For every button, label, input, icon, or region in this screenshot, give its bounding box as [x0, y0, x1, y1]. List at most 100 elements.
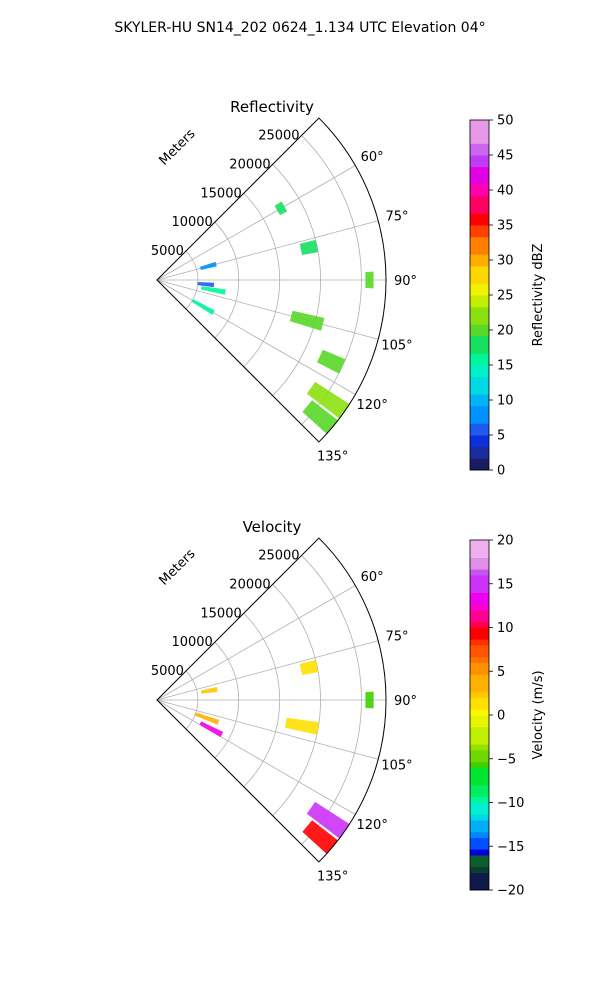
colorbar-segment	[470, 738, 489, 745]
colorbar-segment	[470, 709, 489, 716]
angle-tick-label: 60°	[361, 150, 384, 165]
colorbar-segment	[470, 820, 489, 827]
radar-echo	[299, 239, 319, 255]
colorbar-segment	[470, 604, 489, 611]
radar-echo	[289, 310, 325, 331]
range-tick-label: 25000	[258, 128, 299, 143]
colorbar-segment	[470, 458, 489, 465]
colorbar-segment	[470, 423, 489, 430]
colorbar-segment	[470, 446, 489, 453]
colorbar-segment	[470, 656, 489, 663]
angle-tick-label: 120°	[357, 398, 388, 413]
range-axis-label: Meters	[157, 546, 199, 588]
colorbar-segment	[470, 143, 489, 150]
colorbar-segment	[470, 341, 489, 348]
colorbar-segment	[470, 668, 489, 675]
colorbar-segment	[470, 388, 489, 395]
colorbar-segment	[470, 650, 489, 658]
colorbar-segment	[470, 452, 489, 459]
colorbar-segment	[470, 790, 489, 798]
colorbar-segment	[470, 242, 489, 249]
colorbar-tick-label: 0	[497, 464, 505, 479]
colorbar-segment	[470, 884, 489, 891]
colorbar-tick-label: 50	[497, 114, 514, 129]
radar-echo	[199, 721, 224, 738]
colorbar-segment	[470, 860, 489, 868]
colorbar-segment	[470, 569, 489, 576]
colorbar-segment	[470, 802, 489, 809]
radar-echo	[200, 286, 226, 295]
colorbar-segment	[470, 125, 489, 133]
panel-title: Reflectivity	[230, 98, 314, 116]
angle-tick-label: 75°	[385, 630, 408, 645]
colorbar-segment	[470, 843, 489, 850]
colorbar-segment	[470, 306, 489, 313]
colorbar-segment	[470, 213, 489, 220]
colorbar-tick-label: 15	[497, 577, 514, 592]
colorbar-segment	[470, 137, 489, 144]
colorbar-segment	[470, 855, 489, 862]
colorbar-segment	[470, 295, 489, 302]
colorbar-segment	[470, 814, 489, 821]
colorbar-segment	[470, 283, 489, 290]
radar-echo	[199, 261, 217, 271]
azimuth-spoke	[156, 165, 356, 281]
colorbar-segment	[470, 674, 489, 681]
colorbar-segment	[470, 365, 489, 372]
figure-suptitle: SKYLER-HU SN14_202 0624_1.134 UTC Elevat…	[114, 20, 485, 36]
colorbar-segment	[470, 849, 489, 856]
radar-echo	[365, 271, 374, 289]
colorbar-segment	[470, 592, 489, 599]
colorbar-segment	[470, 429, 489, 436]
colorbar-segment	[470, 160, 489, 168]
colorbar-segment	[470, 260, 489, 267]
colorbar-tick-label: 35	[497, 219, 514, 234]
radar-echo	[299, 659, 319, 675]
azimuth-spoke	[156, 220, 379, 281]
colorbar-segment	[470, 680, 489, 687]
colorbar-segment	[470, 417, 489, 424]
colorbar-segment	[470, 131, 489, 138]
colorbar-tick-label: 30	[497, 254, 514, 269]
angle-tick-label: 135°	[317, 450, 348, 465]
colorbar-tick-label: 0	[497, 709, 505, 724]
colorbar-segment	[470, 166, 489, 173]
colorbar-tick-label: −5	[497, 752, 516, 767]
angle-tick-label: 135°	[317, 870, 348, 885]
colorbar-segment	[470, 750, 489, 757]
angle-tick-label: 90°	[394, 274, 417, 289]
colorbar-segment	[470, 405, 489, 413]
range-tick-label: 20000	[229, 157, 270, 172]
colorbar-segment	[470, 300, 489, 308]
colorbar-segment	[470, 557, 489, 564]
colorbar-segment	[470, 808, 489, 815]
colorbar-segment	[470, 785, 489, 792]
colorbar-segment	[470, 330, 489, 337]
colorbar-segment	[470, 201, 489, 208]
radar-echo	[365, 691, 374, 709]
colorbar-segment	[470, 662, 489, 669]
colorbar-segment	[470, 435, 489, 442]
radar-echo	[284, 717, 320, 735]
colorbar-segment	[470, 831, 489, 838]
azimuth-spoke	[156, 640, 379, 701]
colorbar-tick-label: 15	[497, 359, 514, 374]
colorbar-tick-label: 45	[497, 149, 514, 164]
colorbar-segment	[470, 271, 489, 278]
colorbar-segment	[470, 190, 489, 197]
colorbar-segment	[470, 551, 489, 558]
colorbar-segment	[470, 370, 489, 378]
colorbar-segment	[470, 277, 489, 284]
colorbar-segment	[470, 376, 489, 383]
colorbar-tick-label: 5	[497, 665, 505, 680]
colorbar-segment	[470, 761, 489, 768]
angle-tick-label: 90°	[394, 694, 417, 709]
radar-echo	[200, 687, 218, 694]
colorbar-segment	[470, 178, 489, 185]
colorbar-segment	[470, 767, 489, 774]
colorbar-segment	[470, 195, 489, 203]
colorbar-segment	[470, 359, 489, 366]
colorbar-segment	[470, 866, 489, 873]
colorbar-segment	[470, 440, 489, 448]
